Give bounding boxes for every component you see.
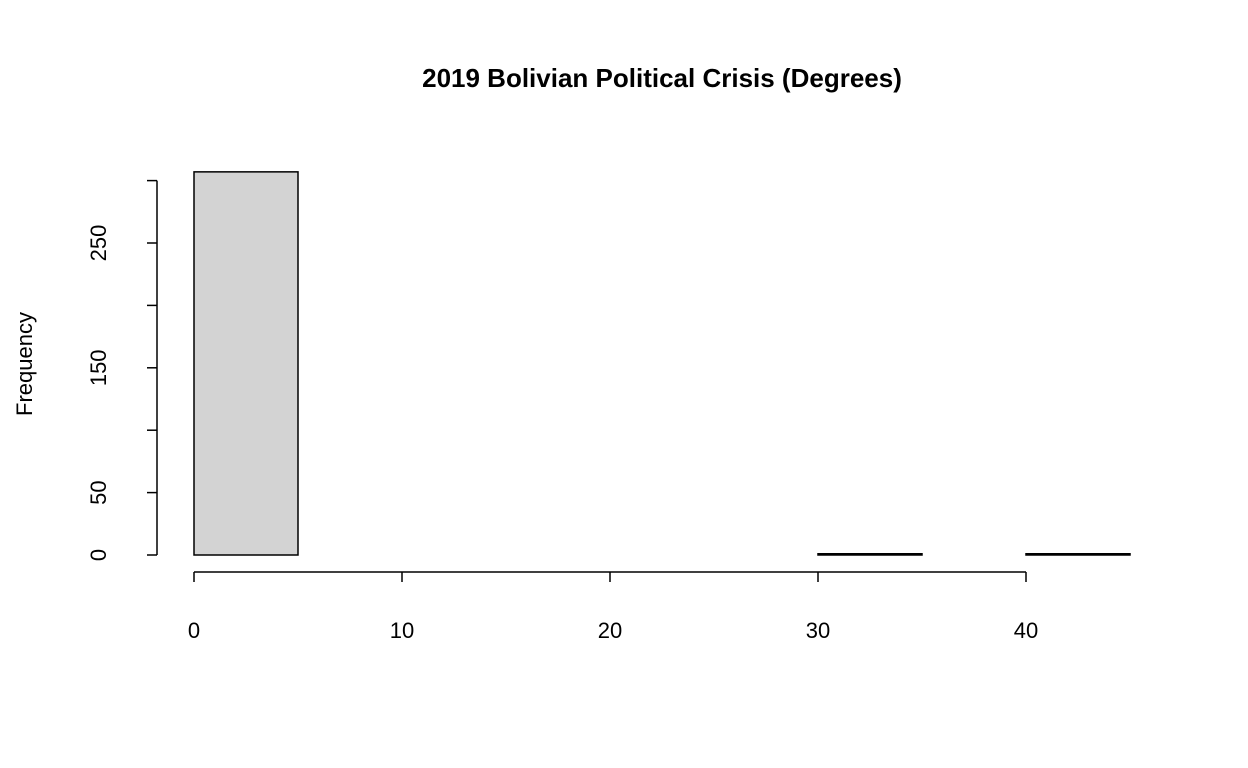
chart-title: 2019 Bolivian Political Crisis (Degrees) [422,63,902,93]
y-tick-label: 250 [86,225,111,262]
bar [1025,553,1131,556]
y-axis-title: Frequency [12,312,37,416]
x-tick-label: 0 [188,618,200,643]
x-tick-label: 30 [806,618,830,643]
x-tick-label: 40 [1014,618,1038,643]
y-tick-label: 0 [86,549,111,561]
bar [817,553,923,556]
y-tick-label: 50 [86,480,111,504]
x-tick-label: 10 [390,618,414,643]
bar [193,171,299,556]
y-tick-label: 150 [86,349,111,386]
x-tick-label: 20 [598,618,622,643]
